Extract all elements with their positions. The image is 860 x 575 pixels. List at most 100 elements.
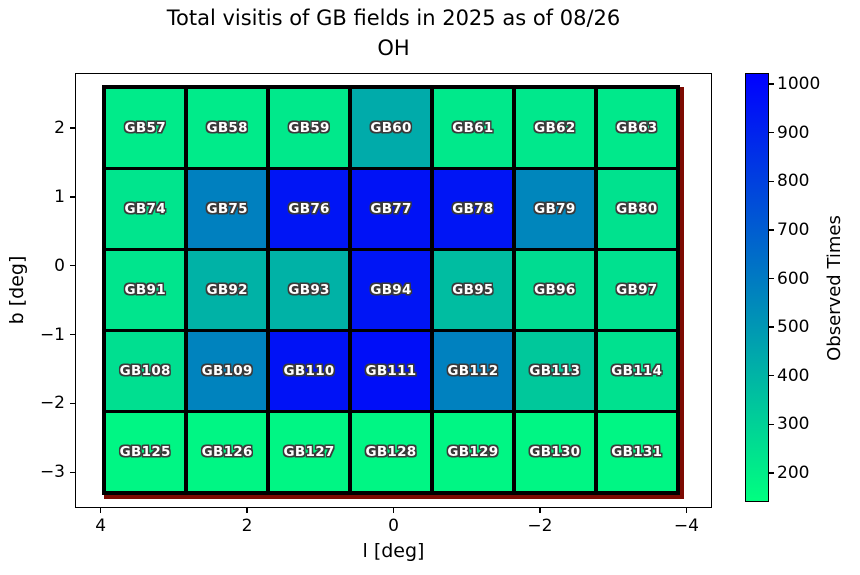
x-tick-label: 0 bbox=[388, 516, 399, 536]
field-cell-GB79: GB79 bbox=[515, 170, 595, 248]
field-cell-label: GB77 bbox=[370, 200, 412, 217]
field-cell-GB129: GB129 bbox=[433, 413, 513, 491]
colorbar-tick-label: 500 bbox=[777, 317, 810, 338]
colorbar-tick-mark bbox=[769, 423, 774, 425]
colorbar-tick-mark bbox=[769, 229, 774, 231]
y-tick-mark bbox=[70, 471, 75, 473]
x-tick-mark bbox=[685, 508, 688, 513]
y-tick-mark bbox=[70, 196, 75, 198]
colorbar bbox=[745, 73, 769, 502]
field-cell-label: GB96 bbox=[534, 281, 576, 298]
x-tick-mark bbox=[392, 508, 395, 513]
colorbar-tick-label: 400 bbox=[777, 365, 810, 386]
field-cell-GB128: GB128 bbox=[351, 413, 431, 491]
x-tick-label: −2 bbox=[527, 516, 553, 536]
field-cell-label: GB129 bbox=[447, 444, 499, 461]
field-cell-GB130: GB130 bbox=[515, 413, 595, 491]
x-axis-label: l [deg] bbox=[362, 540, 425, 562]
field-cell-label: GB128 bbox=[365, 444, 417, 461]
field-cell-GB60: GB60 bbox=[351, 89, 431, 167]
field-cell-GB78: GB78 bbox=[433, 170, 513, 248]
field-cell-label: GB63 bbox=[616, 119, 658, 136]
field-cell-GB93: GB93 bbox=[269, 251, 349, 329]
field-cell-label: GB113 bbox=[529, 363, 581, 380]
field-cell-GB61: GB61 bbox=[433, 89, 513, 167]
field-cell-label: GB108 bbox=[119, 363, 171, 380]
field-cell-label: GB80 bbox=[616, 200, 658, 217]
chart-title-line1: Total visitis of GB fields in 2025 as of… bbox=[166, 6, 621, 30]
x-tick-mark bbox=[99, 508, 102, 513]
field-cell-label: GB92 bbox=[206, 281, 248, 298]
field-cell-label: GB74 bbox=[124, 200, 166, 217]
field-cell-GB111: GB111 bbox=[351, 332, 431, 410]
field-cell-label: GB94 bbox=[370, 281, 412, 298]
field-cell-GB91: GB91 bbox=[106, 251, 185, 329]
field-cell-GB76: GB76 bbox=[269, 170, 349, 248]
x-tick-label: 4 bbox=[95, 516, 107, 536]
colorbar-tick-label: 700 bbox=[777, 219, 810, 240]
field-cell-label: GB59 bbox=[288, 119, 330, 136]
x-tick-label: 2 bbox=[241, 516, 253, 536]
field-cell-GB112: GB112 bbox=[433, 332, 513, 410]
field-cell-label: GB130 bbox=[529, 444, 581, 461]
colorbar-tick-mark bbox=[769, 326, 774, 328]
field-cell-GB59: GB59 bbox=[269, 89, 349, 167]
y-tick-label: −2 bbox=[39, 393, 65, 414]
x-tick-label: −4 bbox=[673, 516, 699, 536]
field-cell-label: GB91 bbox=[124, 281, 166, 298]
field-cell-label: GB95 bbox=[452, 281, 494, 298]
field-cell-label: GB126 bbox=[201, 444, 253, 461]
field-cell-label: GB131 bbox=[611, 444, 663, 461]
field-cell-GB74: GB74 bbox=[106, 170, 185, 248]
field-cell-GB110: GB110 bbox=[269, 332, 349, 410]
y-tick-mark bbox=[70, 127, 75, 129]
colorbar-tick-mark bbox=[769, 180, 774, 183]
colorbar-tick-mark bbox=[769, 374, 774, 377]
field-cell-label: GB125 bbox=[119, 444, 171, 461]
colorbar-tick-label: 800 bbox=[777, 171, 810, 192]
field-cell-label: GB97 bbox=[616, 281, 658, 298]
y-tick-label: −3 bbox=[39, 462, 65, 483]
field-cell-label: GB75 bbox=[206, 200, 248, 217]
field-heatmap-grid: GB57 GB58 GB59 GB60 GB61 GB62 GB63 GB74 GB75 GB76… bbox=[102, 85, 680, 495]
y-tick-label: −1 bbox=[39, 324, 65, 345]
y-tick-label: 1 bbox=[54, 186, 65, 207]
colorbar-tick-mark bbox=[769, 472, 774, 474]
field-cell-GB109: GB109 bbox=[187, 332, 267, 410]
field-cell-GB126: GB126 bbox=[187, 413, 267, 491]
field-cell-label: GB110 bbox=[283, 363, 335, 380]
field-cell-GB62: GB62 bbox=[515, 89, 595, 167]
field-cell-GB125: GB125 bbox=[106, 413, 185, 491]
field-cell-GB58: GB58 bbox=[187, 89, 267, 167]
field-cell-GB97: GB97 bbox=[597, 251, 676, 329]
field-cell-GB80: GB80 bbox=[597, 170, 676, 248]
field-cell-label: GB93 bbox=[288, 281, 330, 298]
field-cell-label: GB78 bbox=[452, 200, 494, 217]
field-cell-GB57: GB57 bbox=[106, 89, 185, 167]
field-cell-label: GB76 bbox=[288, 200, 330, 217]
field-cell-GB108: GB108 bbox=[106, 332, 185, 410]
field-cell-label: GB58 bbox=[206, 119, 248, 136]
colorbar-tick-mark bbox=[769, 277, 774, 280]
field-cell-GB94: GB94 bbox=[351, 251, 431, 329]
field-cell-GB131: GB131 bbox=[597, 413, 676, 491]
chart-title-line2: OH bbox=[377, 36, 410, 60]
colorbar-label: Observed Times bbox=[824, 215, 845, 361]
x-tick-mark bbox=[539, 508, 541, 513]
field-cell-label: GB111 bbox=[365, 363, 417, 380]
field-cell-label: GB60 bbox=[370, 119, 412, 136]
field-cell-GB77: GB77 bbox=[351, 170, 431, 248]
colorbar-tick-mark bbox=[769, 83, 774, 85]
colorbar-tick-label: 600 bbox=[777, 268, 810, 289]
field-cell-GB92: GB92 bbox=[187, 251, 267, 329]
field-cell-label: GB112 bbox=[447, 363, 499, 380]
field-cell-GB95: GB95 bbox=[433, 251, 513, 329]
colorbar-tick-label: 1000 bbox=[777, 74, 821, 95]
y-tick-mark bbox=[70, 265, 75, 267]
field-cell-label: GB61 bbox=[452, 119, 494, 136]
y-tick-mark bbox=[70, 333, 75, 336]
field-cell-GB127: GB127 bbox=[269, 413, 349, 491]
y-axis-label: b [deg] bbox=[6, 255, 28, 325]
colorbar-tick-label: 300 bbox=[777, 414, 810, 435]
